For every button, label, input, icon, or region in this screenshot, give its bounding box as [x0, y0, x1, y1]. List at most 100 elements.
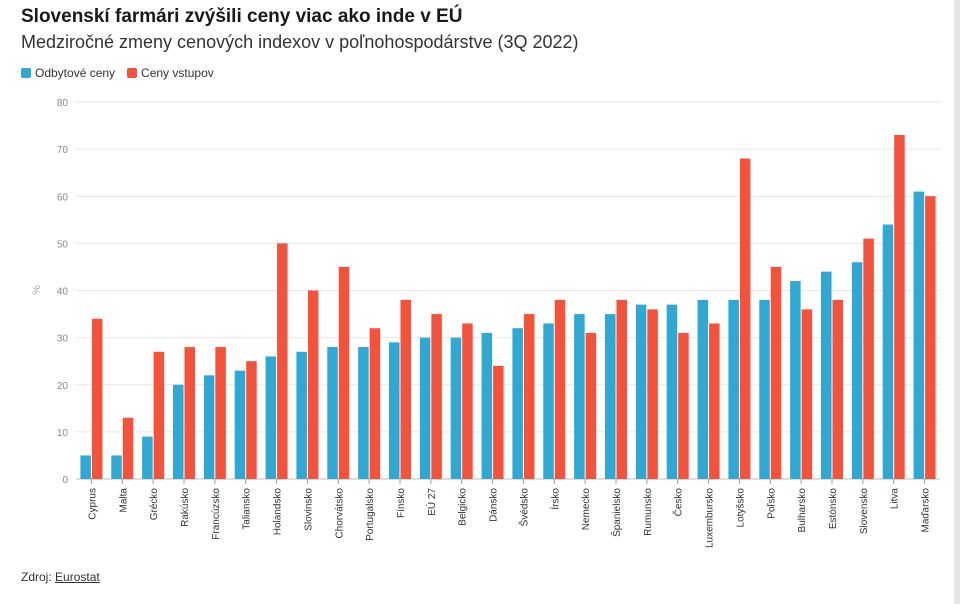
- y-tick-label-40: 40: [57, 287, 69, 298]
- bar-odbytove-1: [111, 455, 122, 479]
- x-tick-label-13: Dánsko: [489, 488, 500, 522]
- x-tick-label-17: Španielsko: [610, 488, 623, 537]
- x-tick-label-4: Francúzsko: [211, 488, 222, 540]
- y-axis-label: %: [31, 285, 43, 295]
- bar-odbytove-5: [234, 370, 246, 479]
- bar-odbytove-19: [666, 304, 678, 479]
- legend-swatch-odbytove: [21, 68, 31, 78]
- y-tick-label-80: 80: [57, 98, 69, 109]
- bar-vstupov-8: [338, 266, 350, 479]
- legend-label-vstupov: Ceny vstupov: [141, 66, 214, 80]
- bar-odbytove-3: [173, 384, 184, 479]
- bar-vstupov-13: [493, 365, 504, 479]
- legend-item-odbytove[interactable]: Odbytové ceny: [21, 66, 115, 80]
- bar-vstupov-5: [246, 361, 257, 479]
- x-tick-label-16: Nemecko: [581, 488, 592, 531]
- source-link-eurostat[interactable]: Eurostat: [55, 570, 100, 584]
- bar-odbytove-4: [203, 375, 215, 479]
- bar-vstupov-9: [369, 328, 381, 479]
- x-tick-label-10: Fínsko: [396, 488, 407, 518]
- bar-vstupov-25: [863, 238, 874, 479]
- bar-odbytove-12: [450, 337, 462, 479]
- x-tick-label-7: Slovinsko: [303, 488, 314, 531]
- bar-odbytove-18: [635, 304, 647, 479]
- x-tick-label-25: Slovensko: [859, 488, 870, 535]
- x-tick-label-3: Rakúsko: [180, 488, 191, 527]
- x-tick-label-18: Rumunsko: [643, 488, 654, 536]
- bar-odbytove-17: [605, 314, 616, 479]
- x-tick-label-0: Cyprus: [87, 488, 98, 520]
- bar-vstupov-2: [153, 351, 165, 479]
- bar-odbytove-21: [728, 299, 739, 479]
- bar-vstupov-11: [431, 314, 442, 479]
- bar-vstupov-21: [739, 158, 751, 480]
- bar-odbytove-23: [790, 281, 801, 479]
- x-tick-label-20: Luxembursko: [705, 488, 716, 548]
- chart-title: Slovenskí farmári zvýšili ceny viac ako …: [21, 6, 463, 27]
- bar-vstupov-12: [462, 323, 473, 479]
- x-tick-label-19: Česko: [672, 488, 685, 517]
- bar-odbytove-22: [759, 299, 770, 479]
- bar-odbytove-13: [481, 332, 493, 479]
- legend-swatch-vstupov: [127, 68, 138, 78]
- x-tick-label-2: Grécko: [149, 488, 160, 521]
- y-tick-label-10: 10: [57, 428, 69, 439]
- y-tick-label-30: 30: [57, 334, 69, 345]
- bar-vstupov-18: [647, 309, 658, 479]
- bar-odbytove-0: [80, 455, 91, 479]
- x-tick-label-26: Litva: [890, 488, 901, 510]
- source-note: Zdroj: Eurostat: [21, 570, 100, 584]
- x-tick-label-27: Maďarsko: [921, 488, 932, 533]
- x-tick-label-5: Taliansko: [242, 488, 253, 530]
- bar-vstupov-4: [215, 347, 226, 479]
- bar-vstupov-20: [709, 323, 720, 479]
- bar-vstupov-0: [91, 318, 103, 479]
- bar-odbytove-27: [913, 191, 925, 479]
- y-tick-label-50: 50: [57, 239, 69, 250]
- x-tick-label-22: Poľsko: [766, 488, 777, 519]
- bar-odbytove-14: [512, 328, 523, 479]
- bar-vstupov-14: [523, 314, 535, 479]
- bar-odbytove-2: [142, 436, 153, 479]
- bar-vstupov-16: [585, 332, 597, 479]
- chart-subtitle: Medziročné zmeny cenových indexov v poľn…: [21, 32, 579, 52]
- bar-vstupov-27: [925, 196, 936, 479]
- x-tick-label-8: Chorvátsko: [334, 488, 345, 539]
- bar-odbytove-8: [327, 347, 338, 479]
- bar-vstupov-3: [184, 347, 195, 479]
- chart-legend: Odbytové ceny Ceny vstupov: [21, 66, 226, 80]
- bar-odbytove-24: [821, 271, 832, 479]
- x-tick-label-12: Belgicko: [458, 488, 469, 526]
- bar-vstupov-17: [616, 299, 627, 479]
- y-tick-label-60: 60: [57, 192, 69, 203]
- legend-label-odbytove: Odbytové ceny: [35, 66, 116, 80]
- bar-vstupov-7: [307, 290, 319, 479]
- x-tick-label-9: Portugalsko: [365, 488, 376, 541]
- bar-odbytove-26: [882, 224, 894, 479]
- x-tick-label-15: Írsko: [548, 488, 561, 510]
- bar-vstupov-1: [122, 417, 134, 479]
- x-tick-label-1: Malta: [118, 488, 129, 513]
- bar-vstupov-24: [832, 299, 843, 479]
- bar-odbytove-7: [296, 351, 307, 479]
- bar-vstupov-26: [894, 134, 905, 480]
- bar-vstupov-22: [770, 266, 782, 479]
- right-edge-divider: [954, 0, 960, 604]
- bar-vstupov-15: [554, 299, 566, 479]
- x-tick-label-14: Švédsko: [517, 488, 530, 527]
- bar-odbytove-15: [543, 323, 554, 479]
- x-tick-label-24: Estónsko: [828, 488, 839, 530]
- y-tick-label-20: 20: [57, 381, 69, 392]
- bar-vstupov-10: [400, 299, 411, 479]
- x-tick-label-21: Lotyšsko: [735, 488, 746, 528]
- bar-odbytove-16: [574, 314, 585, 479]
- source-label: Zdroj:: [21, 570, 52, 584]
- x-tick-label-11: EÚ 27: [425, 488, 438, 516]
- y-tick-label-70: 70: [57, 145, 69, 156]
- bar-vstupov-23: [801, 309, 813, 479]
- bar-odbytove-6: [265, 356, 277, 479]
- bar-vstupov-19: [678, 332, 689, 479]
- legend-item-vstupov[interactable]: Ceny vstupov: [127, 66, 214, 80]
- bar-odbytove-25: [851, 262, 863, 479]
